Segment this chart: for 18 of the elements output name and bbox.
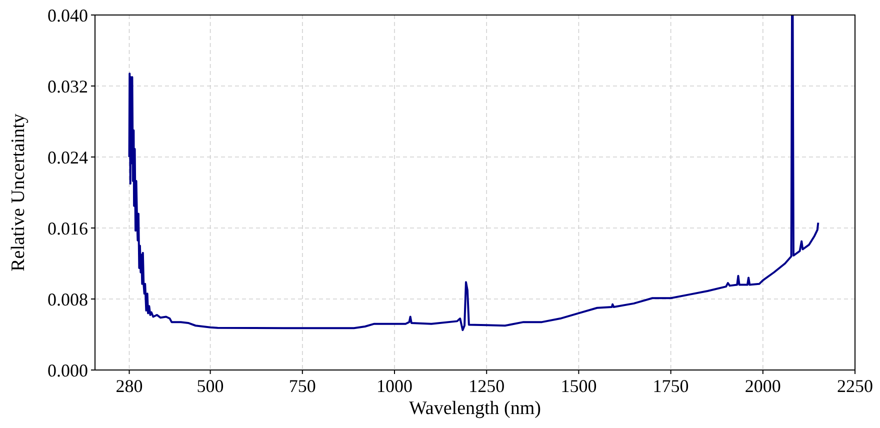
y-tick-label: 0.008 <box>48 289 88 310</box>
x-tick-label: 1250 <box>468 376 505 396</box>
y-tick-label: 0.032 <box>48 76 88 96</box>
line-series <box>128 15 820 332</box>
x-tick-label: 280 <box>116 376 143 396</box>
x-tick-label: 750 <box>288 376 316 396</box>
x-tick-label: 500 <box>196 376 224 396</box>
y-tick-label: 0.040 <box>48 5 88 26</box>
x-tick-label: 2000 <box>744 376 781 396</box>
x-tick-label: 1000 <box>376 376 413 396</box>
y-tick-label: 0.016 <box>48 218 88 238</box>
x-tick-label: 1750 <box>652 376 689 396</box>
x-tick-label: 1500 <box>560 376 597 396</box>
x-tick-label: 2250 <box>837 376 873 396</box>
y-tick-label: 0.024 <box>48 147 88 168</box>
x-axis-title: Wavelength (nm) <box>409 398 541 419</box>
y-tick-label: 0.000 <box>48 360 88 380</box>
y-axis-title: Relative Uncertainty <box>8 113 29 272</box>
